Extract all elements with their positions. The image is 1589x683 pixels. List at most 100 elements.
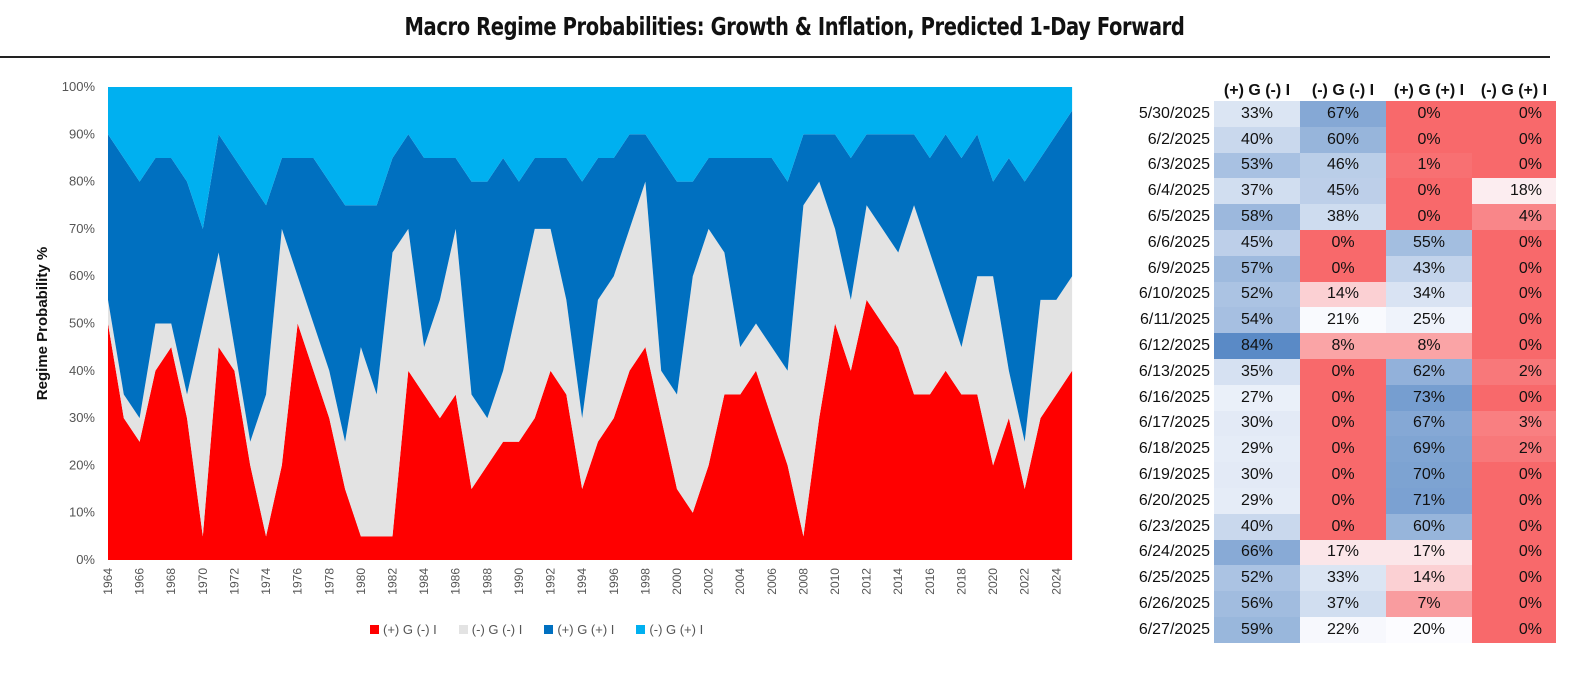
probability-cell: 57% [1214, 255, 1300, 282]
probability-cell: 52% [1214, 281, 1300, 308]
probability-cell: 18% [1472, 178, 1556, 205]
probability-cell: 45% [1300, 178, 1386, 205]
probability-cell: 62% [1386, 358, 1472, 385]
probability-cell: 21% [1300, 307, 1386, 334]
x-tick-label: 2000 [670, 568, 684, 595]
x-tick-label: 1968 [164, 568, 178, 595]
x-tick-label: 2016 [923, 568, 937, 595]
legend-swatch [458, 625, 468, 634]
legend: (+) G (-) I (-) G (-) I (+) G (+) I (-) G (… [370, 622, 703, 637]
table-row: 6/16/2025 27% 0% 73% 0% [1098, 384, 1556, 411]
probability-cell: 0% [1300, 513, 1386, 540]
probability-cell: 7% [1386, 591, 1472, 617]
probability-cell: 8% [1386, 333, 1472, 359]
probability-cell: 0% [1472, 487, 1556, 514]
header-blank [1098, 80, 1214, 101]
table-row: 6/9/2025 57% 0% 43% 0% [1098, 255, 1556, 282]
probability-cell: 73% [1386, 384, 1472, 411]
row-date: 6/24/2025 [1138, 543, 1210, 561]
probability-cell: 29% [1214, 436, 1300, 463]
row-date: 6/5/2025 [1147, 208, 1210, 226]
probability-cell: 0% [1472, 384, 1556, 411]
probability-cell: 60% [1300, 126, 1386, 153]
row-date: 6/18/2025 [1138, 440, 1210, 458]
table-body: 5/30/2025 33% 67% 0% 0% 6/2/2025 40% 60% 0% 0% 6/3… [1098, 101, 1556, 643]
x-tick-label: 1986 [449, 568, 463, 595]
x-tick-label: 2004 [733, 568, 747, 595]
probability-cell: 14% [1300, 281, 1386, 308]
probability-cell: 69% [1386, 436, 1472, 463]
column-header: (-) G (+) I [1480, 81, 1548, 99]
row-date: 6/25/2025 [1138, 569, 1210, 587]
table-row: 6/10/2025 52% 14% 34% 0% [1098, 281, 1556, 308]
table-row: 6/24/2025 66% 17% 17% 0% [1098, 539, 1556, 566]
probability-cell: 0% [1472, 152, 1556, 179]
x-tick-label: 2010 [828, 568, 842, 595]
x-tick-label: 2024 [1049, 568, 1063, 595]
probability-cell: 0% [1472, 539, 1556, 566]
probability-cell: 52% [1214, 565, 1300, 592]
x-tick-label: 1982 [385, 568, 399, 595]
probability-cell: 34% [1386, 281, 1472, 308]
y-tick-label: 60% [69, 268, 95, 283]
probability-cell: 43% [1386, 255, 1472, 282]
legend-swatch [544, 625, 554, 634]
row-date: 6/6/2025 [1147, 233, 1210, 251]
area-series-2 [108, 110, 1073, 442]
probability-cell: 40% [1214, 126, 1300, 153]
probability-cell: 14% [1386, 565, 1472, 592]
probability-cell: 8% [1300, 333, 1386, 359]
row-date: 6/20/2025 [1138, 491, 1210, 509]
probability-cell: 0% [1386, 178, 1472, 205]
probability-cell: 0% [1386, 101, 1472, 127]
x-tick-label: 1966 [133, 568, 147, 595]
legend-label: (+) G (+) I [557, 622, 615, 637]
probability-cell: 0% [1472, 591, 1556, 617]
row-date: 6/16/2025 [1138, 388, 1210, 406]
row-date: 6/11/2025 [1140, 311, 1210, 329]
probability-cell: 0% [1472, 333, 1556, 359]
probability-cell: 54% [1214, 307, 1300, 334]
probability-cell: 0% [1300, 255, 1386, 282]
probability-cell: 0% [1300, 487, 1386, 514]
y-tick-label: 50% [69, 316, 95, 331]
table-header-row: (+) G (-) I (-) G (-) I (+) G (+) I (-) G (… [1098, 80, 1556, 101]
probability-cell: 20% [1386, 616, 1472, 643]
probability-cell: 2% [1472, 358, 1556, 385]
x-tick-label: 1988 [480, 568, 494, 595]
probability-cell: 0% [1472, 462, 1556, 488]
table-row: 6/26/2025 56% 37% 7% 0% [1098, 591, 1556, 617]
table-row: 6/17/2025 30% 0% 67% 3% [1098, 410, 1556, 437]
row-date: 6/10/2025 [1138, 285, 1210, 303]
probability-cell: 0% [1472, 616, 1556, 643]
legend-label: (-) G (+) I [649, 622, 704, 637]
regime-table: (+) G (-) I (-) G (-) I (+) G (+) I (-) G (… [1098, 80, 1556, 643]
legend-item: (+) G (+) I [544, 622, 614, 637]
y-tick-label: 30% [69, 410, 95, 425]
probability-cell: 17% [1300, 539, 1386, 566]
probability-cell: 30% [1214, 410, 1300, 437]
x-tick-label: 2002 [702, 568, 716, 595]
probability-cell: 33% [1214, 101, 1300, 127]
x-tick-label: 1978 [322, 568, 336, 595]
probability-cell: 0% [1300, 410, 1386, 437]
table-row: 6/3/2025 53% 46% 1% 0% [1098, 152, 1556, 179]
legend-item: (-) G (-) I [458, 622, 523, 637]
table-row: 6/4/2025 37% 45% 0% 18% [1098, 178, 1556, 205]
probability-cell: 29% [1214, 487, 1300, 514]
y-tick-label: 20% [69, 457, 95, 472]
probability-cell: 55% [1386, 229, 1472, 256]
probability-cell: 2% [1472, 436, 1556, 463]
table-row: 5/30/2025 33% 67% 0% 0% [1098, 101, 1556, 127]
table-row: 6/13/2025 35% 0% 62% 2% [1098, 358, 1556, 385]
probability-cell: 53% [1214, 152, 1300, 179]
area-series-3 [108, 87, 1073, 229]
legend-label: (-) G (-) I [471, 622, 523, 637]
row-date: 5/30/2025 [1138, 104, 1210, 122]
legend-swatch [370, 625, 379, 634]
x-tick-label: 2008 [796, 568, 810, 595]
probability-cell: 17% [1386, 539, 1472, 566]
y-axis-title: Regime Probability % [34, 247, 51, 400]
probability-cell: 46% [1300, 152, 1386, 179]
